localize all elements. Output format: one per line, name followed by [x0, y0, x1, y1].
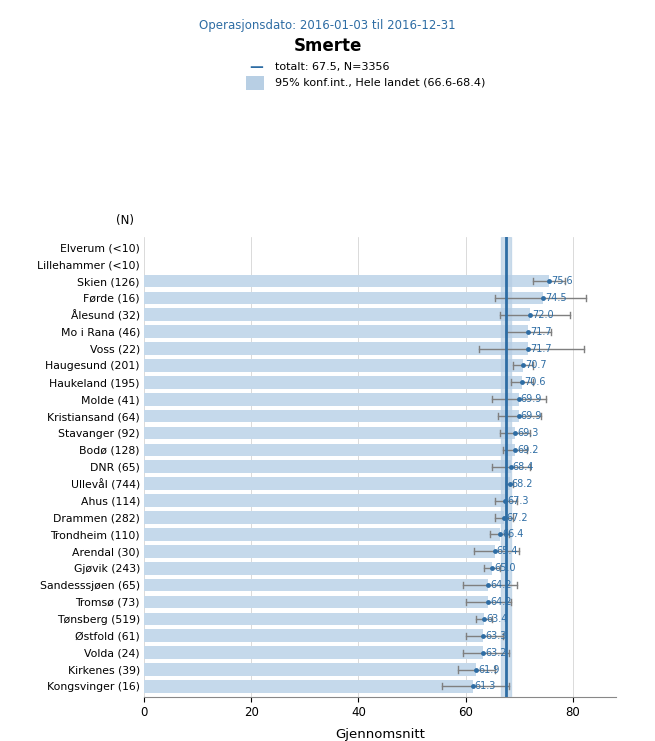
Bar [144, 460, 511, 473]
Bar [144, 629, 483, 642]
Bar [144, 663, 476, 676]
Text: 68.2: 68.2 [512, 479, 533, 489]
Text: 74.5: 74.5 [546, 293, 567, 303]
Text: 61.3: 61.3 [475, 682, 496, 691]
Text: 68.4: 68.4 [513, 462, 534, 472]
Bar [144, 680, 473, 693]
Text: Smerte: Smerte [293, 37, 362, 55]
Bar [144, 427, 515, 439]
Text: 66.4: 66.4 [502, 529, 523, 539]
Text: 63.4: 63.4 [486, 614, 508, 624]
Bar [144, 308, 530, 321]
Bar [144, 393, 519, 405]
Bar [144, 528, 500, 541]
Text: 72.0: 72.0 [532, 310, 553, 320]
Bar [144, 325, 529, 338]
Text: —: — [249, 60, 263, 73]
Text: 69.3: 69.3 [517, 428, 539, 438]
Text: 64.2: 64.2 [491, 580, 512, 590]
Text: 65.4: 65.4 [496, 546, 518, 556]
Bar [144, 477, 510, 490]
Text: 69.2: 69.2 [517, 445, 538, 455]
Text: Operasjonsdato: 2016-01-03 til 2016-12-31: Operasjonsdato: 2016-01-03 til 2016-12-3… [199, 19, 456, 32]
Text: 95% konf.int., Hele landet (66.6-68.4): 95% konf.int., Hele landet (66.6-68.4) [275, 78, 485, 88]
Text: 64.2: 64.2 [491, 597, 512, 607]
Bar [144, 596, 488, 608]
Bar [144, 646, 483, 659]
Text: totalt: 67.5, N=3356: totalt: 67.5, N=3356 [275, 62, 390, 72]
Text: 71.7: 71.7 [531, 344, 552, 353]
Bar [144, 376, 523, 389]
Bar [144, 579, 488, 591]
Text: 69.9: 69.9 [521, 411, 542, 421]
Bar [144, 410, 519, 422]
Text: 67.3: 67.3 [507, 496, 529, 505]
Text: 69.9: 69.9 [521, 394, 542, 405]
Bar [144, 494, 505, 507]
Bar [501, 237, 511, 697]
Text: 63.2: 63.2 [485, 648, 506, 657]
Bar [144, 444, 515, 456]
Text: 75.6: 75.6 [552, 276, 573, 286]
Text: 70.7: 70.7 [525, 360, 547, 370]
Bar [144, 562, 493, 574]
Text: 63.3: 63.3 [485, 631, 507, 641]
Bar [144, 359, 523, 372]
Bar [144, 511, 504, 524]
Bar [144, 275, 550, 288]
Text: 61.9: 61.9 [478, 665, 499, 674]
Bar [144, 292, 544, 305]
Bar [144, 342, 529, 355]
X-axis label: Gjennomsnitt: Gjennomsnitt [335, 728, 425, 740]
Bar [144, 613, 484, 625]
Text: 65.0: 65.0 [495, 563, 516, 574]
Text: (N): (N) [117, 214, 134, 227]
Text: 67.2: 67.2 [506, 513, 528, 522]
Text: 70.6: 70.6 [525, 377, 546, 388]
Bar [144, 545, 495, 558]
Text: 71.7: 71.7 [531, 327, 552, 336]
